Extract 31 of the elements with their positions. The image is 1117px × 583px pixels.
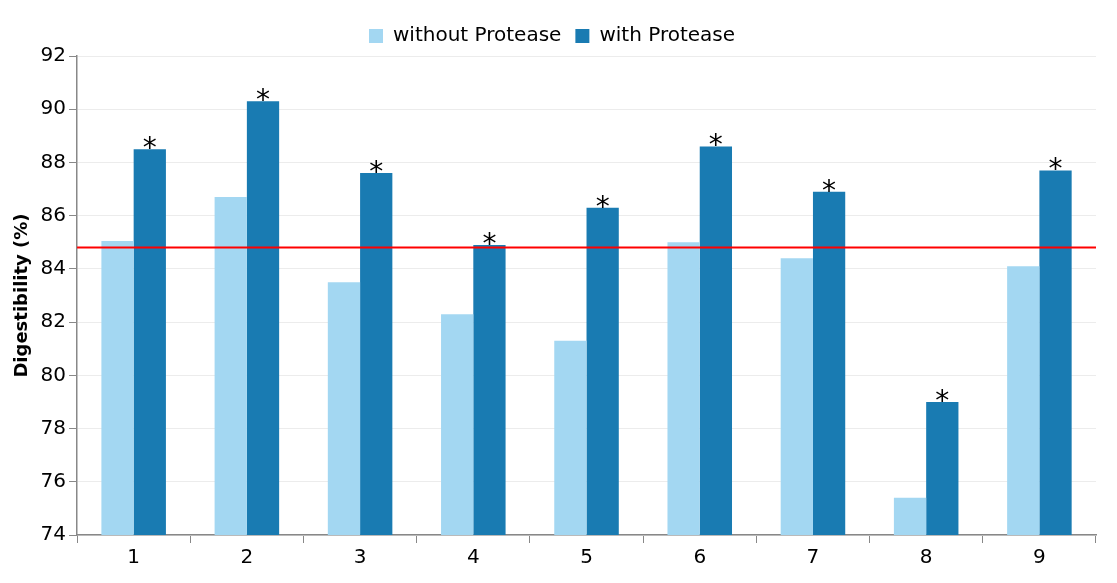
annotation: * — [1048, 152, 1063, 186]
x-tick-label: 2 — [240, 544, 254, 569]
annotation: * — [708, 128, 723, 162]
annotation: * — [822, 173, 837, 207]
y-tick-label: 76 — [40, 467, 67, 492]
x-tick-label: 1 — [127, 544, 141, 569]
y-tick-label: 78 — [40, 414, 67, 439]
legend-label: with Protease — [599, 22, 736, 47]
annotation: * — [595, 189, 610, 223]
y-tick-label: 74 — [40, 521, 67, 546]
y-tick-label: 92 — [40, 42, 67, 67]
y-axis-title: Digestibility (%) — [10, 213, 32, 378]
x-tick-label: 6 — [693, 544, 707, 569]
y-tick-label: 80 — [40, 361, 67, 386]
annotation: * — [256, 83, 271, 117]
x-tick-label: 4 — [466, 544, 480, 569]
y-tick-label: 88 — [40, 148, 67, 173]
annotation: * — [142, 131, 157, 165]
annotation: * — [482, 226, 497, 260]
legend-label: without Protease — [392, 22, 562, 47]
y-tick-label: 90 — [40, 95, 67, 120]
x-tick-label: 7 — [806, 544, 820, 569]
x-tick-label: 3 — [353, 544, 367, 569]
x-tick-label: 5 — [580, 544, 593, 569]
x-tick-label: 9 — [1033, 544, 1046, 569]
y-tick-label: 84 — [40, 255, 67, 280]
x-tick-label: 8 — [919, 544, 933, 569]
annotation: * — [935, 383, 950, 417]
y-tick-label: 86 — [40, 201, 67, 226]
annotation: * — [369, 155, 384, 189]
y-tick-label: 82 — [40, 308, 67, 333]
